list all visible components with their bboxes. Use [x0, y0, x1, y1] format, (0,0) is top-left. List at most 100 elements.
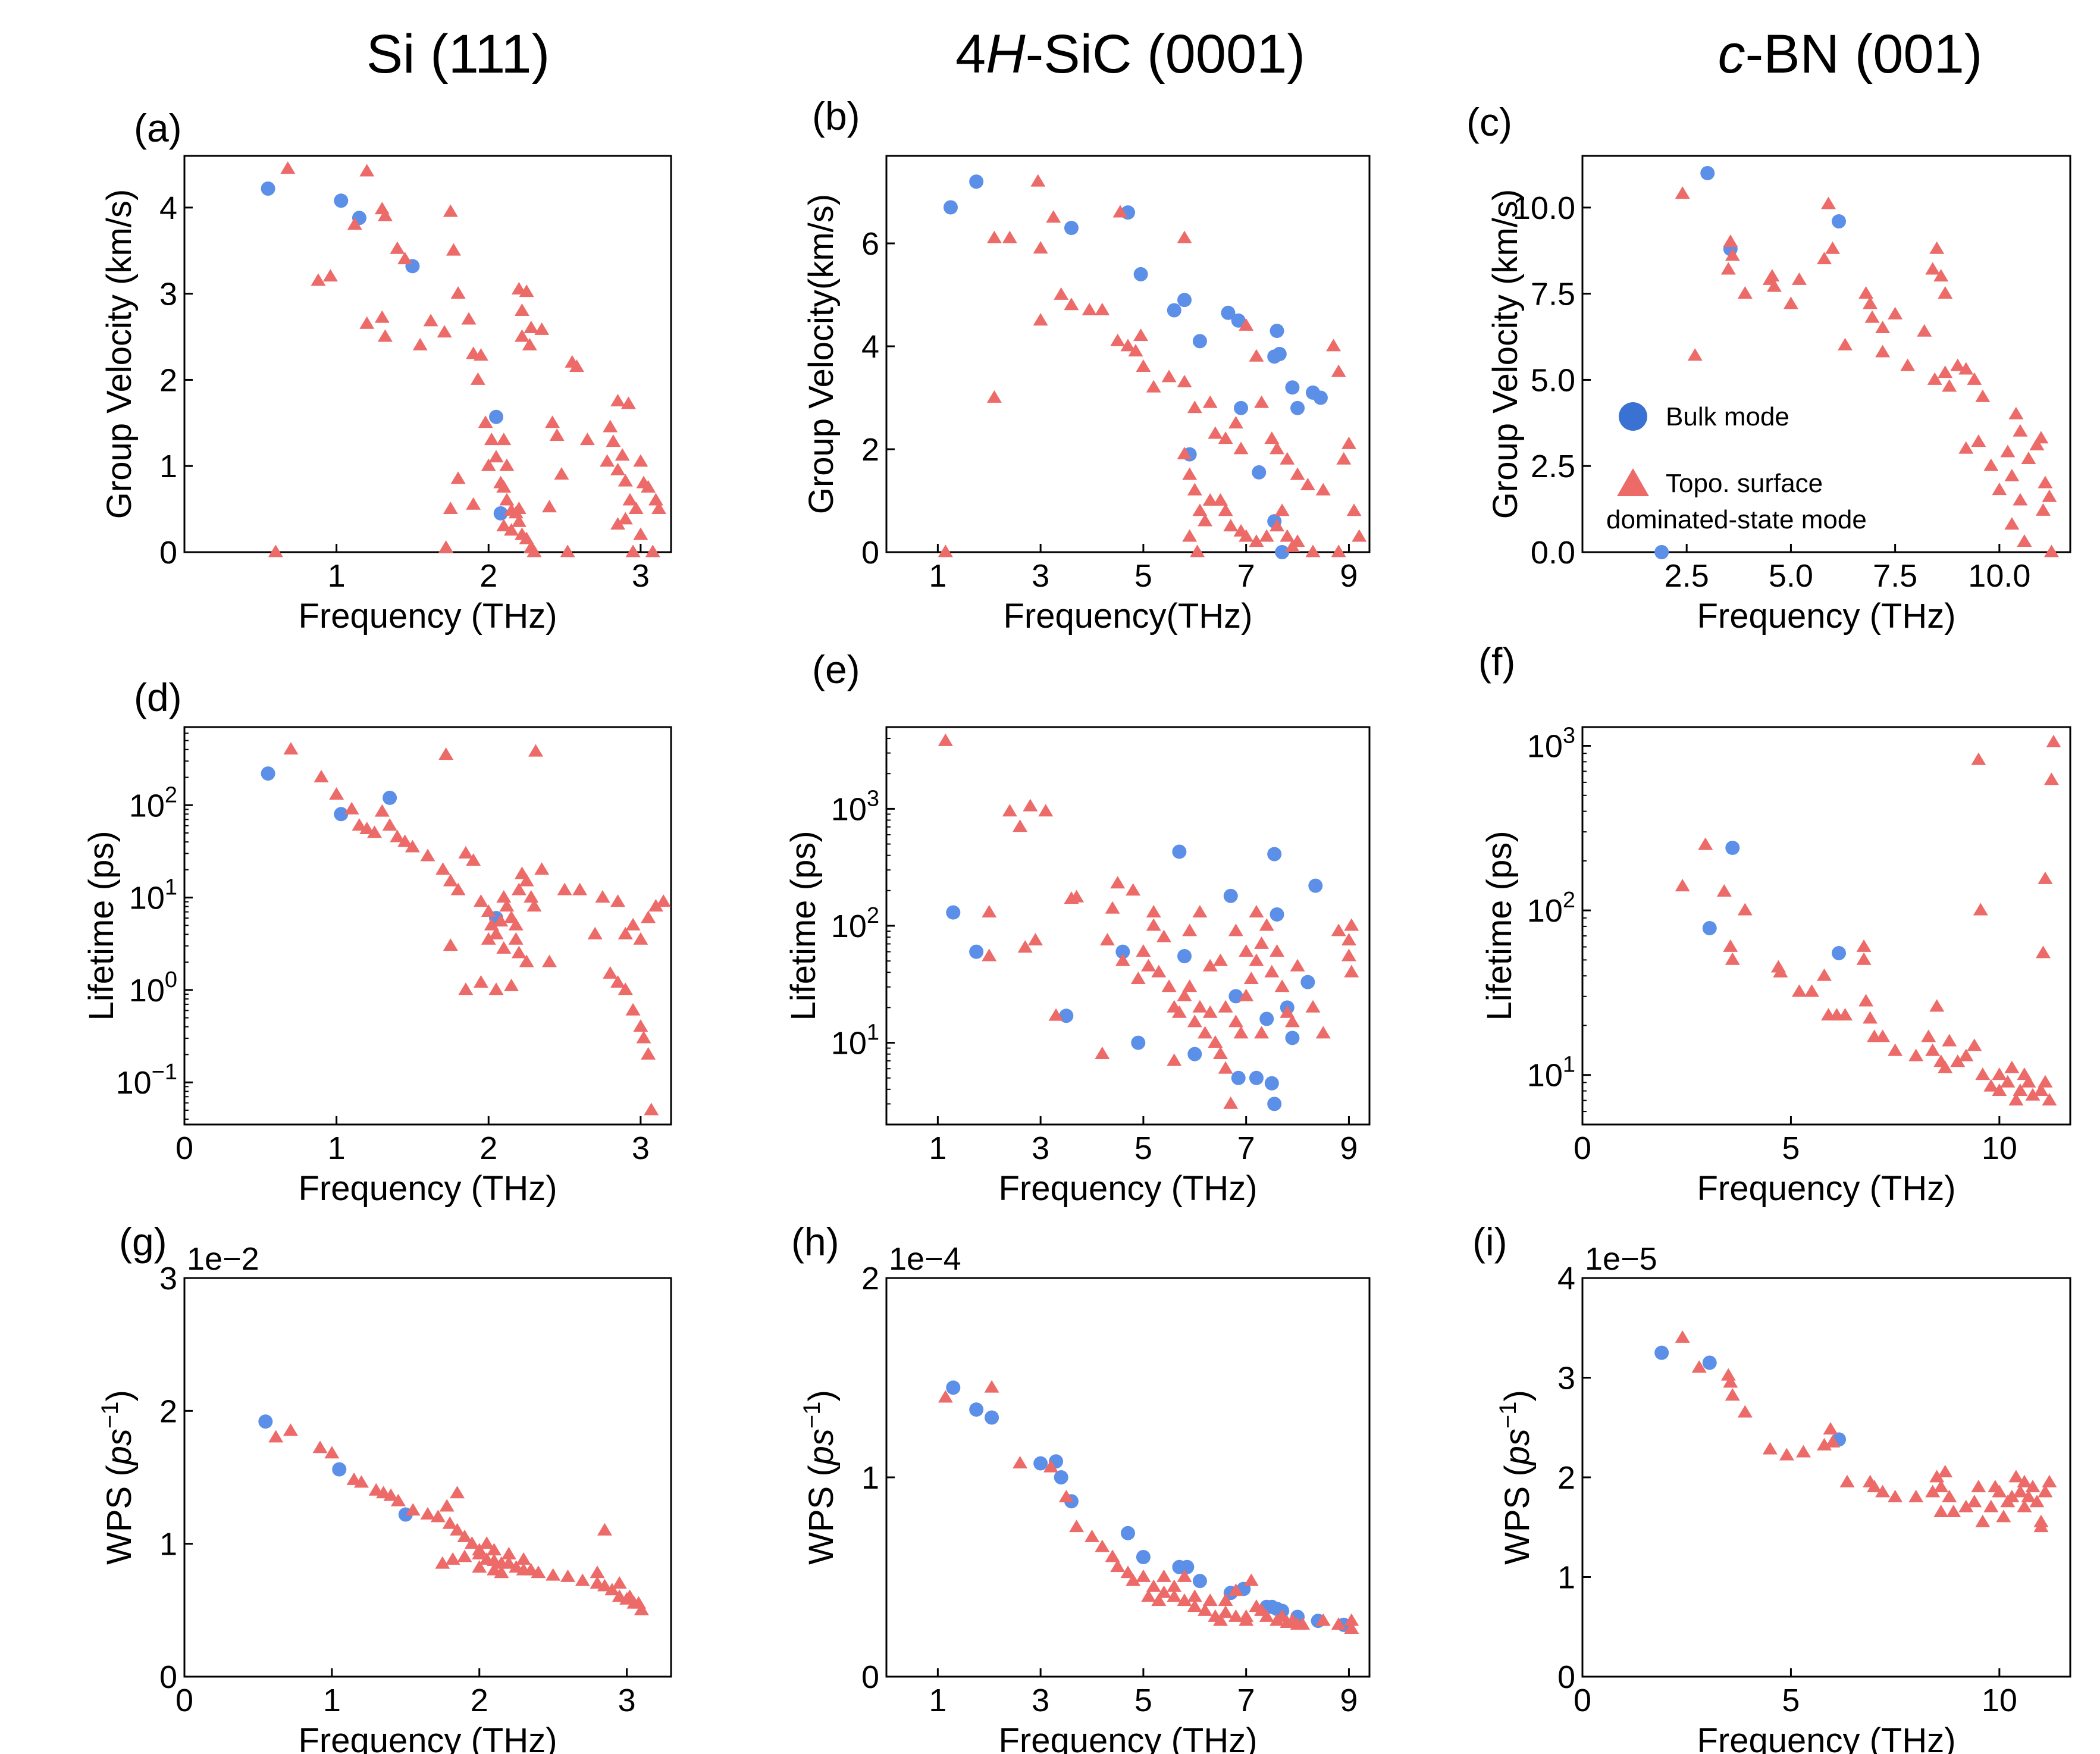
topo-point: [1929, 241, 1945, 254]
y-tick-label: 101: [1527, 1053, 1575, 1094]
y-axis-label: WPS (ps−1): [1495, 1390, 1537, 1565]
topo-point: [1202, 395, 1218, 408]
topo-point: [1942, 379, 1957, 392]
topo-point: [1867, 1480, 1882, 1493]
topo-point: [1105, 901, 1120, 914]
data-points: [261, 742, 671, 1116]
topo-point: [610, 894, 626, 907]
topo-point: [1177, 1569, 1192, 1582]
topo-point: [1177, 374, 1192, 387]
panel-e: (e) 1 3 5 7 9 101 102 103 Frequency (THz) Lifetime…: [784, 647, 1371, 1208]
topo-point: [2025, 1088, 2041, 1101]
y-axis-label: Lifetime (ps): [82, 831, 121, 1020]
column-title-bn: c-BN (001): [1718, 24, 1983, 84]
topo-point: [466, 853, 481, 866]
topo-point: [1950, 358, 1966, 371]
topo-point: [420, 848, 435, 862]
topo-point: [1290, 534, 1305, 547]
topo-point: [1141, 959, 1156, 972]
y-tick-label: 0: [861, 535, 879, 571]
topo-point: [1295, 1617, 1311, 1630]
topo-point: [1033, 241, 1048, 254]
bulk-point: [1252, 465, 1267, 480]
topo-point: [1863, 1011, 1878, 1024]
topo-point: [466, 497, 481, 510]
topo-point: [508, 917, 524, 931]
y-axis-label: Lifetime (ps): [784, 831, 823, 1020]
topo-point: [1942, 1489, 1957, 1502]
panel-label: (e): [812, 647, 860, 691]
bulk-point: [1131, 1035, 1146, 1050]
topo-point: [1921, 1029, 1936, 1042]
topo-point: [450, 286, 466, 299]
x-tick-label: 7: [1237, 558, 1255, 594]
topo-point: [1958, 441, 1974, 454]
topo-point: [1341, 932, 1356, 945]
topo-point: [1043, 1459, 1058, 1473]
topo-point: [438, 540, 454, 553]
topo-point: [359, 821, 375, 834]
panel-label: (b): [812, 94, 860, 138]
topo-point: [472, 1543, 487, 1556]
topo-point: [1046, 210, 1061, 223]
topo-point: [526, 899, 542, 912]
topo-point: [1187, 1014, 1202, 1028]
topo-point: [1762, 1442, 1778, 1455]
legend: Bulk mode Topo. surface dominated-state …: [1606, 402, 1867, 534]
topo-point: [1228, 1609, 1243, 1622]
x-tick-label: 10: [1982, 1683, 2017, 1718]
topo-point: [579, 433, 595, 446]
topo-point: [516, 1552, 531, 1565]
x-tick-label: 2: [479, 1130, 497, 1166]
topo-point: [1270, 944, 1285, 957]
topo-point: [1331, 1617, 1346, 1630]
topo-point: [1927, 372, 1942, 385]
topo-point: [982, 904, 997, 917]
bulk-point: [1136, 1550, 1151, 1564]
x-axis-label: Frequency (THz): [298, 1721, 557, 1754]
bulk-point: [1272, 347, 1287, 361]
x-tick-label: 3: [1032, 1130, 1049, 1166]
topo-point: [1146, 918, 1161, 931]
topo-point: [1839, 1474, 1855, 1487]
topo-point: [461, 312, 477, 325]
topo-point: [2038, 871, 2053, 884]
topo-point: [2043, 772, 2059, 785]
plot-frame: [1581, 1277, 2071, 1678]
topo-point: [470, 372, 485, 385]
topo-point: [1212, 1613, 1228, 1626]
y-tick-label: 0.0: [1531, 535, 1575, 571]
plot-frame: [885, 726, 1371, 1126]
topo-point: [1858, 286, 1874, 299]
bulk-point: [969, 1402, 984, 1417]
bulk-point: [1228, 989, 1243, 1004]
topo-point: [1823, 1422, 1838, 1434]
x-tick-label: 10: [1982, 1130, 2017, 1166]
bulk-point: [1267, 847, 1282, 862]
topo-point: [1120, 339, 1136, 352]
topo-point: [1290, 959, 1305, 972]
topo-point: [1130, 972, 1146, 985]
topo-point: [938, 544, 953, 557]
plot-frame: [885, 155, 1371, 553]
topo-point: [1331, 364, 1346, 377]
topo-point: [1864, 310, 1880, 323]
topo-point: [347, 217, 362, 230]
topo-point: [1208, 1035, 1223, 1048]
topo-point: [1933, 269, 1949, 282]
panel-label: (a): [134, 106, 182, 150]
bulk-point: [1702, 920, 1717, 935]
topo-point: [511, 945, 526, 959]
topo-point: [1331, 923, 1346, 936]
topo-point: [2013, 1484, 2028, 1498]
bulk-point: [946, 1380, 961, 1395]
bulk-point: [1275, 545, 1290, 559]
x-tick-label: 5: [1134, 1130, 1152, 1166]
topo-point: [1264, 964, 1280, 978]
topo-point: [575, 1573, 590, 1586]
panel-d: (d) 0 1 2 3 10−1 100 101 102 Frequency (THz) Lifet…: [82, 675, 672, 1208]
topo-point: [618, 512, 633, 525]
bulk-point: [969, 944, 984, 959]
topo-point: [496, 518, 512, 531]
bulk-point: [1313, 390, 1328, 405]
